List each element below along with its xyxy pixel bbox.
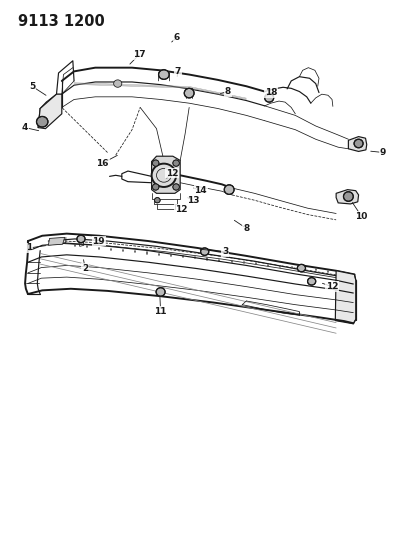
Polygon shape xyxy=(336,190,358,204)
Ellipse shape xyxy=(155,198,160,203)
Polygon shape xyxy=(38,94,62,128)
Text: 10: 10 xyxy=(355,212,367,221)
Ellipse shape xyxy=(114,80,122,87)
Ellipse shape xyxy=(152,160,159,166)
Polygon shape xyxy=(48,237,65,245)
Ellipse shape xyxy=(297,264,305,272)
Polygon shape xyxy=(152,156,180,193)
Ellipse shape xyxy=(152,164,176,187)
Text: 18: 18 xyxy=(265,88,277,97)
Ellipse shape xyxy=(307,278,316,285)
Ellipse shape xyxy=(224,185,234,195)
Text: 3: 3 xyxy=(222,247,228,256)
Text: 6: 6 xyxy=(174,33,180,42)
Ellipse shape xyxy=(77,235,85,243)
Polygon shape xyxy=(335,271,356,324)
Text: 19: 19 xyxy=(92,237,105,246)
Ellipse shape xyxy=(201,248,209,255)
Ellipse shape xyxy=(173,160,179,166)
Text: 8: 8 xyxy=(243,224,249,233)
Text: 12: 12 xyxy=(166,168,178,177)
Text: 12: 12 xyxy=(326,282,338,291)
Text: 5: 5 xyxy=(29,82,35,91)
Text: 2: 2 xyxy=(82,264,88,272)
Ellipse shape xyxy=(37,116,48,127)
Text: 9: 9 xyxy=(380,148,386,157)
Ellipse shape xyxy=(152,184,159,190)
Ellipse shape xyxy=(184,88,194,98)
Text: 1: 1 xyxy=(26,244,32,253)
Text: 8: 8 xyxy=(225,87,231,96)
Text: 7: 7 xyxy=(175,67,181,76)
Text: 11: 11 xyxy=(155,306,167,316)
Text: 4: 4 xyxy=(22,123,28,132)
Ellipse shape xyxy=(265,94,274,102)
Text: 17: 17 xyxy=(133,50,145,59)
Ellipse shape xyxy=(344,192,353,201)
Text: 14: 14 xyxy=(194,186,207,195)
Ellipse shape xyxy=(156,288,165,296)
Text: 16: 16 xyxy=(96,159,109,167)
Ellipse shape xyxy=(159,70,169,79)
Text: 9113 1200: 9113 1200 xyxy=(18,13,104,29)
Text: 13: 13 xyxy=(187,196,199,205)
Polygon shape xyxy=(349,136,367,151)
Text: 12: 12 xyxy=(175,205,187,214)
Ellipse shape xyxy=(173,184,179,190)
Ellipse shape xyxy=(354,139,363,148)
